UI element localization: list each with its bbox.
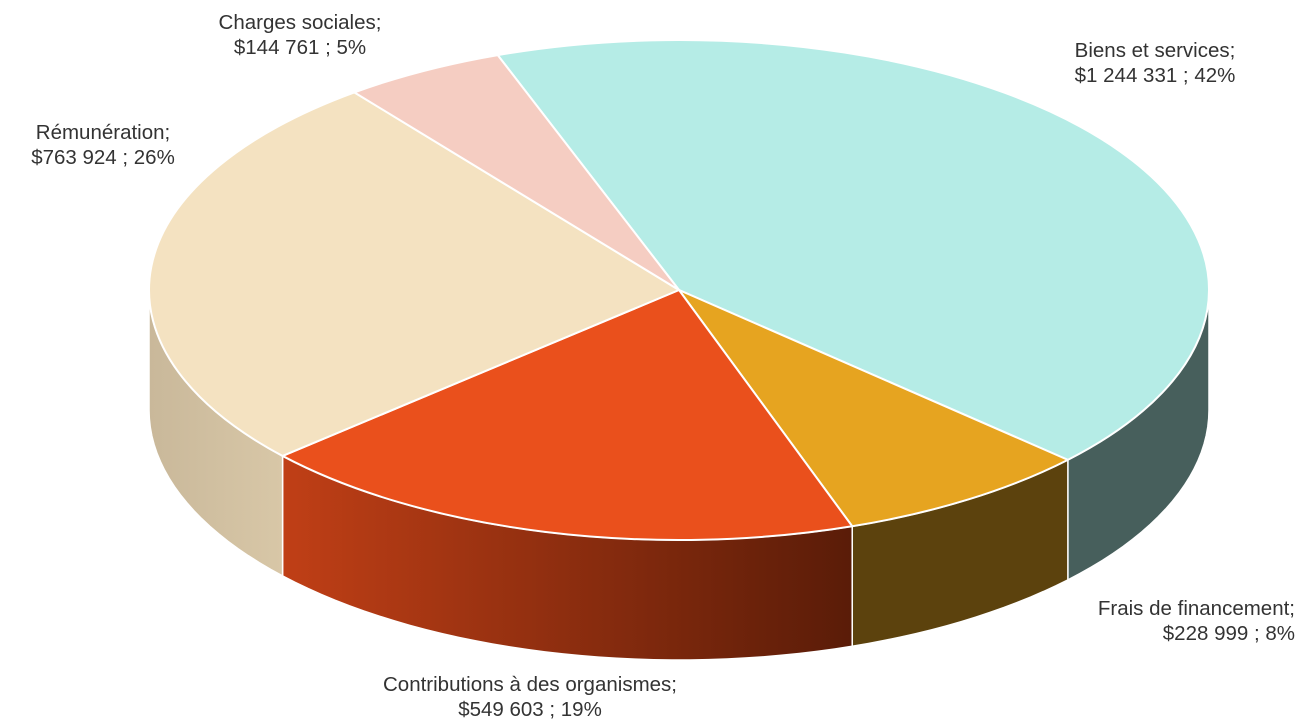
pie-slice-3 xyxy=(148,91,680,457)
label-frais-de-financement: Frais de financement; $228 999 ; 8% xyxy=(1000,596,1295,646)
label-category: Rémunération; xyxy=(35,121,171,144)
label-biens-et-services: Biens et services; $1 244 331 ; 42% xyxy=(1020,38,1290,88)
label-value: $144 761 ; 5% xyxy=(233,36,367,59)
label-value: $228 999 ; 8% xyxy=(1162,622,1295,645)
label-category: Biens et services; xyxy=(1074,39,1236,62)
pie-tops xyxy=(148,39,1210,541)
label-value: $1 244 331 ; 42% xyxy=(1074,64,1236,87)
label-category: Contributions à des organismes; xyxy=(383,673,677,696)
label-category: Charges sociales; xyxy=(218,11,382,34)
pie-slice-2 xyxy=(281,289,854,541)
label-remuneration: Rémunération; $763 924 ; 26% xyxy=(0,120,206,170)
pie-slice-4 xyxy=(353,54,680,291)
label-category: Frais de financement; xyxy=(1097,597,1295,620)
pie-slice-0 xyxy=(496,39,1210,461)
label-value: $549 603 ; 19% xyxy=(458,698,602,721)
pie-slice-1 xyxy=(678,289,1069,528)
label-charges-sociales: Charges sociales; $144 761 ; 5% xyxy=(190,10,410,60)
label-contributions: Contributions à des organismes; $549 603… xyxy=(300,672,760,722)
label-value: $763 924 ; 26% xyxy=(31,146,175,169)
